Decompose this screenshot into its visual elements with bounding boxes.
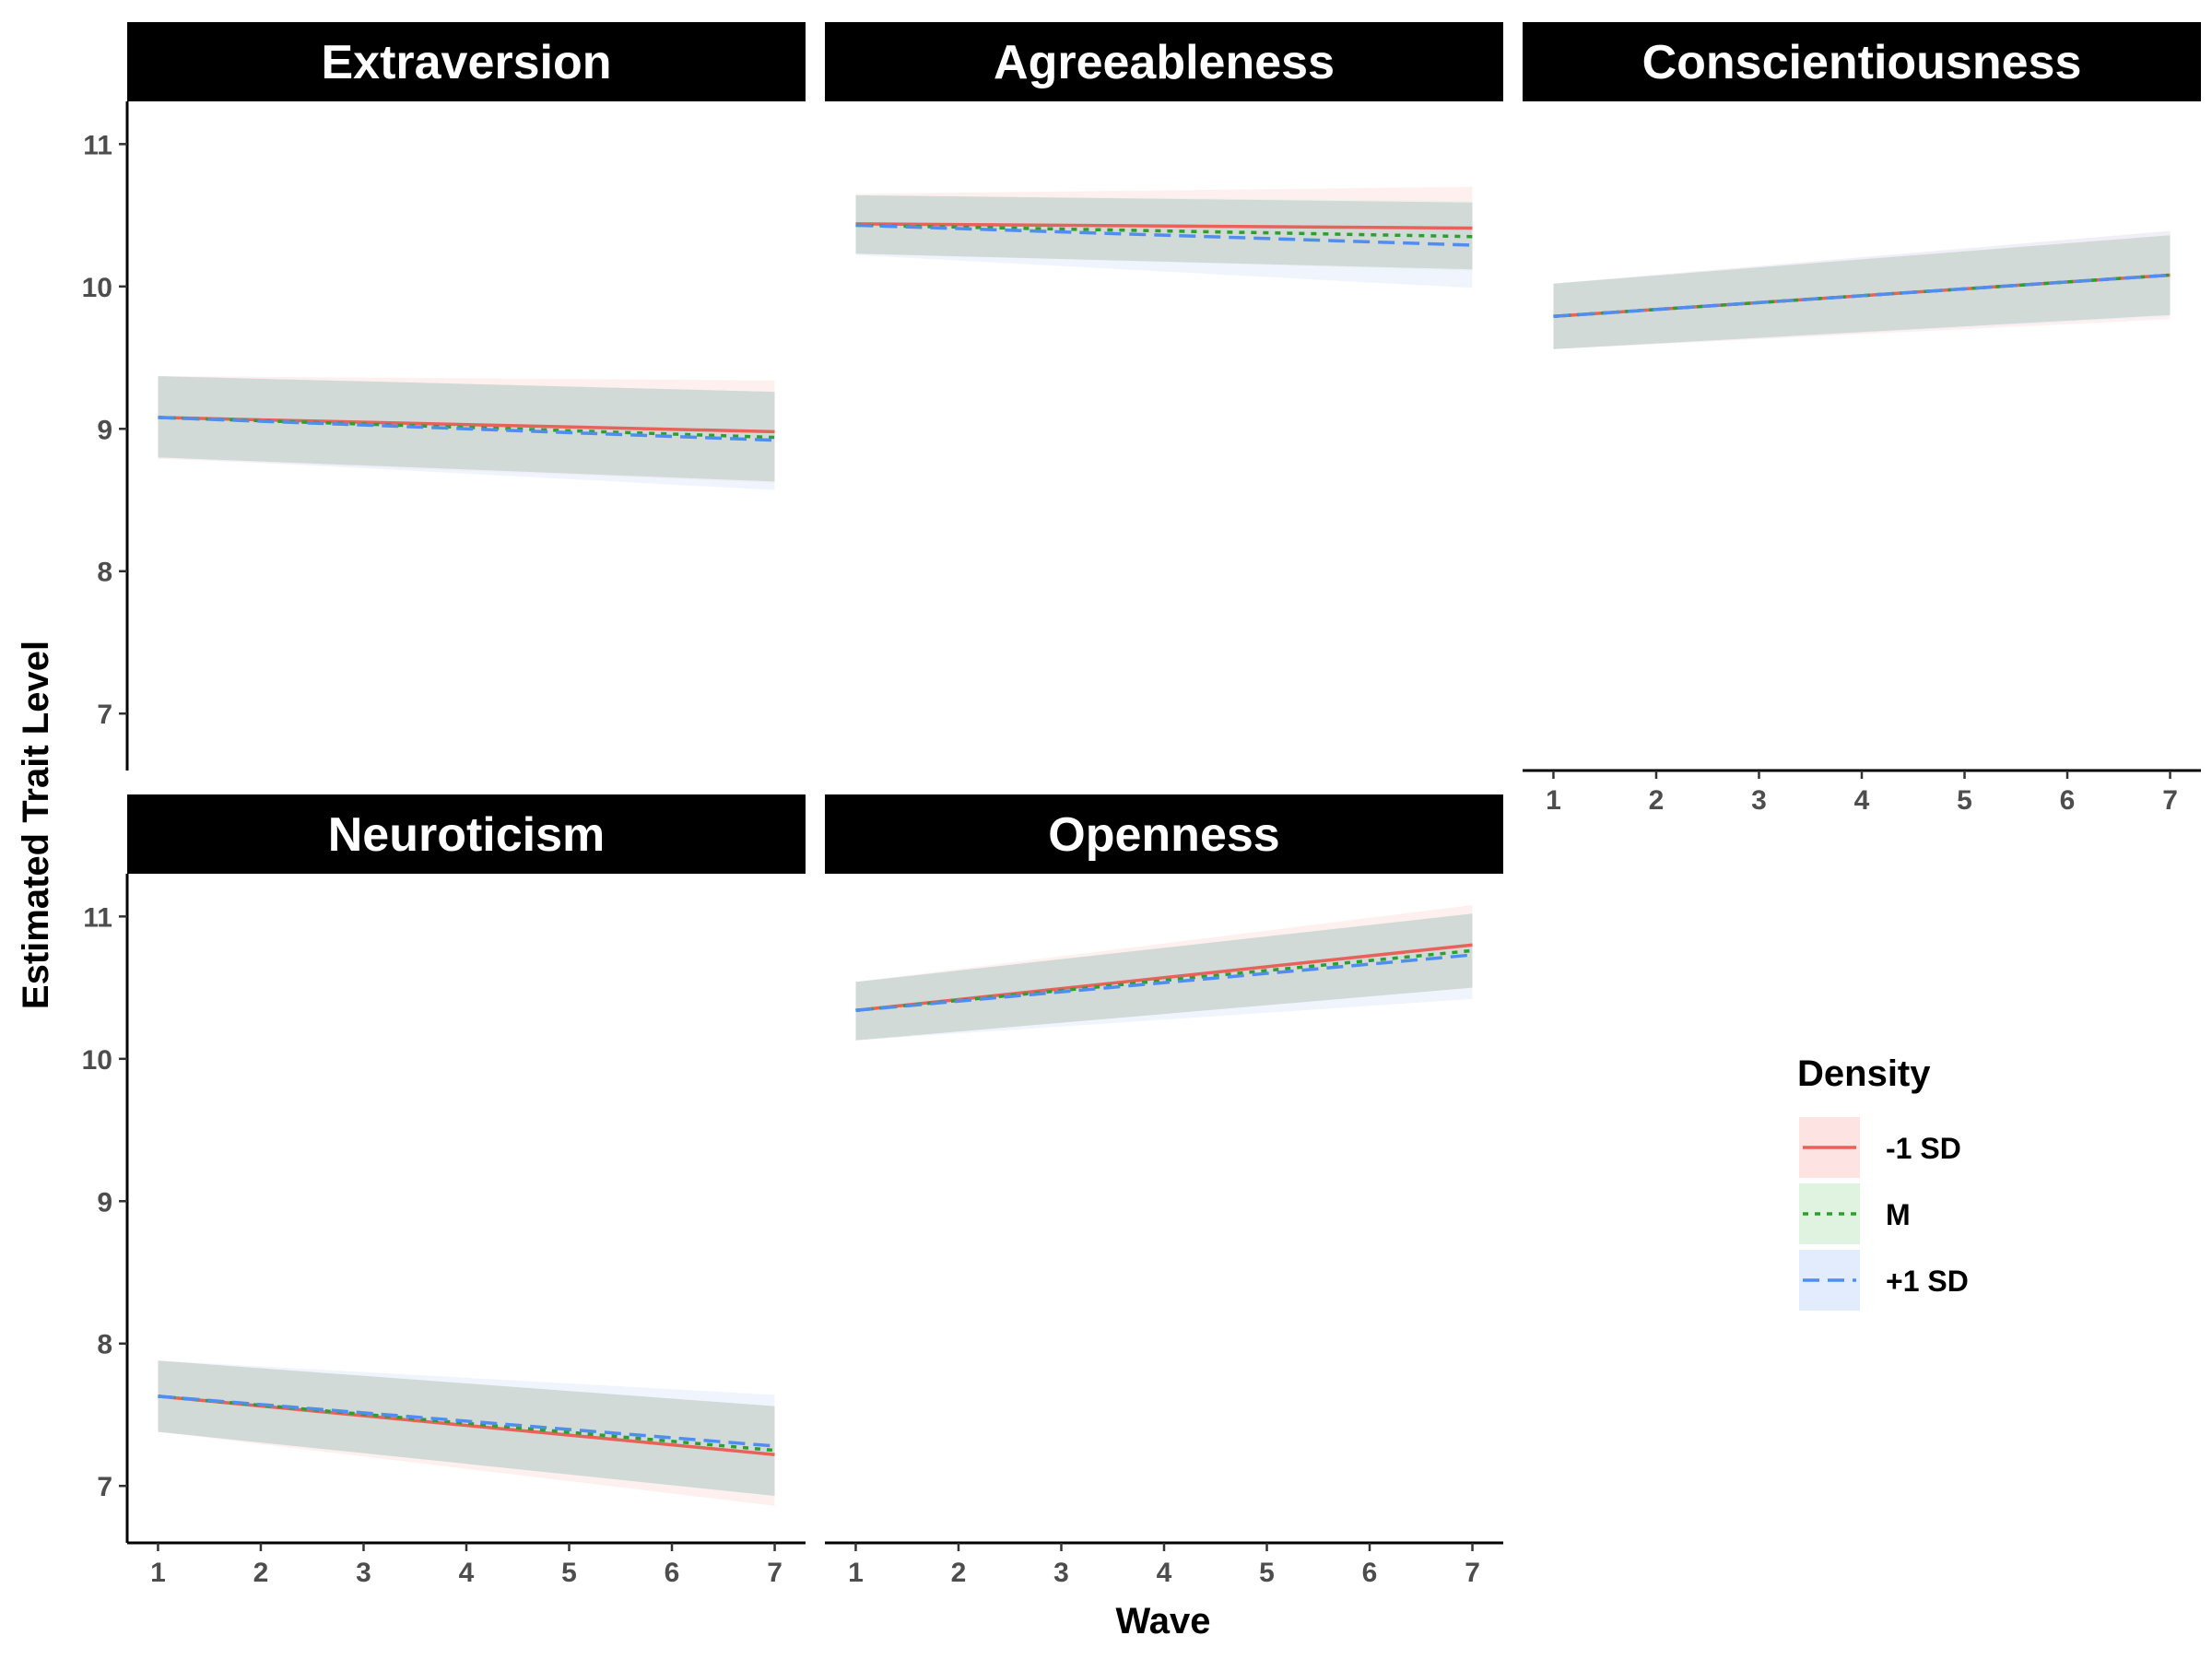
y-tick-label: 10 <box>82 273 112 303</box>
x-tick-label: 5 <box>1957 785 1972 816</box>
y-tick-label: 11 <box>83 902 112 933</box>
x-tick-label: 7 <box>767 1558 782 1588</box>
y-tick-label: 8 <box>97 1330 112 1360</box>
panel-title: Agreeableness <box>994 36 1335 89</box>
x-tick-label: 2 <box>951 1558 967 1588</box>
x-tick-label: 5 <box>561 1558 577 1588</box>
x-tick-label: 3 <box>1751 785 1767 816</box>
y-tick-label: 7 <box>97 1472 112 1502</box>
x-tick-label: 3 <box>356 1558 371 1588</box>
legend-title: Density <box>1797 1053 1931 1094</box>
strip-header <box>127 794 806 874</box>
series-line <box>855 943 1473 1013</box>
legend-label: M <box>1886 1198 1911 1231</box>
legend-label: +1 SD <box>1886 1265 1969 1298</box>
x-tick-label: 1 <box>150 1558 166 1588</box>
legend-item: +1 SD <box>1799 1250 1969 1311</box>
panel-openness: Openness 1 2 3 4 5 6 7 <box>825 794 1503 1588</box>
y-tick-label: 10 <box>82 1045 112 1076</box>
x-tick-label: 4 <box>1854 785 1870 816</box>
x-tick-label: 2 <box>253 1558 269 1588</box>
ci-overlap <box>158 1360 775 1496</box>
x-tick-label: 1 <box>848 1558 864 1588</box>
series-line <box>158 416 775 442</box>
series-line <box>855 223 1473 247</box>
series-line <box>158 1394 775 1448</box>
panel-title: Neuroticism <box>328 808 606 862</box>
series-line <box>855 953 1473 1013</box>
x-tick-label: 6 <box>1362 1558 1378 1588</box>
y-tick-label: 7 <box>97 700 112 730</box>
x-tick-label: 6 <box>2060 785 2076 816</box>
x-tick-label: 7 <box>2162 785 2178 816</box>
x-tick-label: 6 <box>665 1558 680 1588</box>
x-axis-title: Wave <box>1115 1601 1210 1641</box>
series-line <box>855 222 1473 230</box>
legend: Density -1 SD M +1 SD <box>1797 1053 1969 1311</box>
series-line <box>855 948 1473 1013</box>
panel-conscientiousness: Conscientiousness 1 2 3 4 5 6 7 <box>1523 22 2201 816</box>
y-tick-label: 11 <box>83 130 112 160</box>
y-axis-title: Estimated Trait Level <box>16 641 56 1009</box>
x-tick-label: 5 <box>1259 1558 1275 1588</box>
y-tick-label: 9 <box>97 1187 112 1218</box>
series-line <box>1553 273 2171 318</box>
series-line <box>158 1394 775 1453</box>
x-tick-label: 3 <box>1053 1558 1069 1588</box>
panel-title: Extraversion <box>321 36 611 89</box>
panel-agreeableness: Agreeableness <box>825 22 1503 288</box>
strip-header <box>1523 22 2201 101</box>
panel-extraversion: Extraversion 7 8 9 10 11 <box>82 22 806 771</box>
legend-item: M <box>1799 1183 1911 1244</box>
legend-label: -1 SD <box>1886 1132 1961 1165</box>
x-tick-label: 7 <box>1465 1558 1480 1588</box>
y-tick-label: 8 <box>97 558 112 588</box>
strip-header <box>825 22 1503 101</box>
legend-item: -1 SD <box>1799 1117 1961 1178</box>
strip-header <box>825 794 1503 874</box>
x-tick-label: 1 <box>1546 785 1561 816</box>
legend-keys: -1 SD M +1 SD <box>1799 1117 1969 1311</box>
x-tick-label: 4 <box>459 1558 475 1588</box>
x-tick-label: 2 <box>1649 785 1665 816</box>
y-tick-label: 9 <box>97 415 112 445</box>
panel-title: Openness <box>1048 808 1279 862</box>
ci-overlap <box>855 194 1473 270</box>
ci-overlap <box>1553 235 2171 349</box>
panel-title: Conscientiousness <box>1642 36 2082 89</box>
strip-header <box>127 22 806 101</box>
x-tick-label: 4 <box>1157 1558 1172 1588</box>
